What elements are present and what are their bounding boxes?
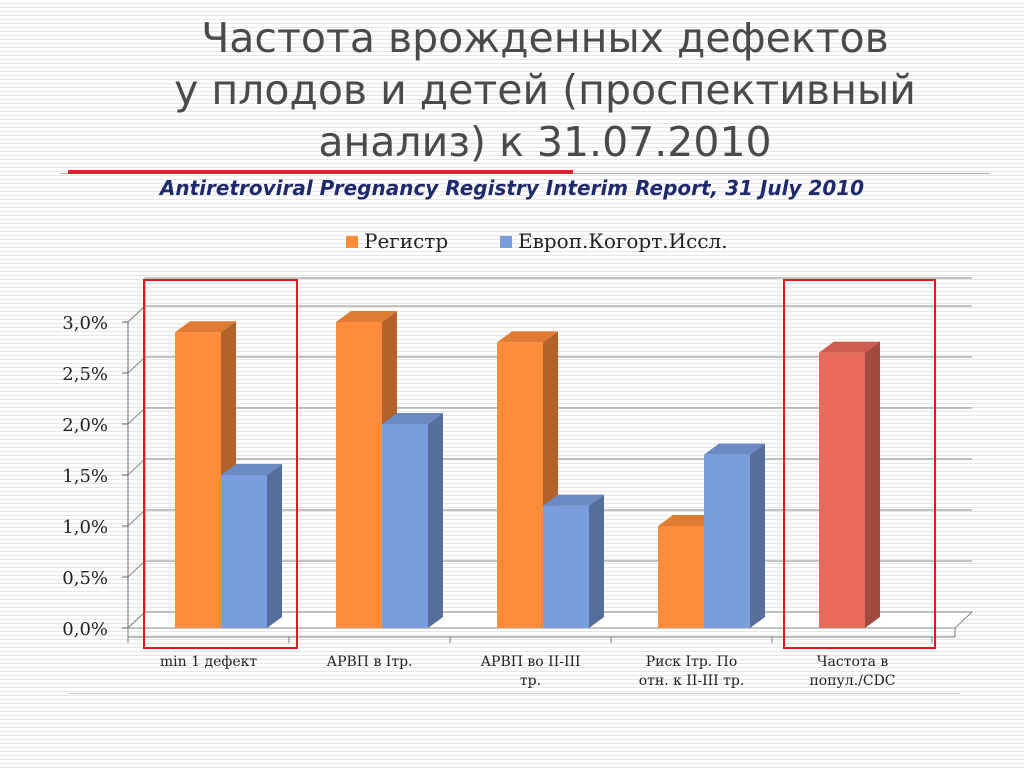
bar-1-cat-2-top — [336, 311, 397, 322]
y-tick-label: 2,5% — [62, 364, 108, 385]
y-tick-label: 2,0% — [62, 415, 108, 436]
bar-1-cat-3-top — [497, 331, 558, 343]
gridline-diagonal — [127, 407, 146, 425]
x-category-label: АРВП в Iтр. — [327, 654, 413, 670]
bar-1-cat-1 — [175, 332, 221, 628]
bar-2-cat-4-top — [704, 443, 765, 455]
bar-2-cat-1-top — [221, 464, 282, 475]
x-category-label: тр. — [520, 673, 541, 689]
slide-title-line-3: анализ) к 31.07.2010 — [318, 118, 772, 166]
bottom-divider — [68, 693, 960, 694]
y-tick-label: 1,0% — [62, 517, 108, 538]
slide-subtitle: Antiretroviral Pregnancy Registry Interi… — [159, 176, 865, 200]
legend-label-1: Регистр — [364, 229, 448, 253]
slide-title: Частота врожденных дефектов у плодов и д… — [130, 12, 960, 168]
gridline-diagonal — [127, 356, 146, 374]
x-category-label: Риск Iтр. По — [646, 654, 738, 670]
highlight-box — [783, 279, 936, 649]
gridline-diagonal — [127, 458, 146, 476]
bar-extra-cat-5-side — [865, 341, 880, 628]
legend-label-2: Европ.Когорт.Иссл. — [518, 229, 728, 253]
bar-2-cat-2 — [382, 424, 428, 628]
x-category-label: АРВП во II-III — [480, 654, 580, 670]
bar-1-cat-1-top — [175, 321, 236, 333]
bar-2-cat-1-side — [267, 464, 282, 628]
bar-extra-cat-5 — [819, 352, 865, 628]
highlight-box — [143, 279, 298, 649]
bar-1-cat-4 — [658, 526, 704, 628]
bar-2-cat-3-top — [543, 494, 604, 506]
y-tick-label: 3,0% — [62, 313, 108, 334]
bar-2-cat-2-top — [382, 413, 443, 424]
bar-2-cat-2-side — [428, 413, 443, 628]
y-tick-label: 0,5% — [62, 568, 108, 589]
bar-1-cat-4-top — [658, 515, 719, 526]
gridline-diagonal — [127, 560, 146, 578]
bar-2-cat-3-side — [589, 494, 604, 628]
bar-extra-cat-5-top — [819, 341, 880, 353]
y-tick-label: 0,0% — [62, 619, 108, 640]
gridline-diagonal — [127, 509, 146, 527]
x-category-label: попул./CDC — [809, 673, 895, 689]
x-category-label: Частота в — [817, 654, 889, 670]
legend-swatch-2 — [500, 236, 512, 248]
bar-2-cat-1 — [221, 475, 267, 628]
bar-2-cat-4-side — [750, 443, 765, 628]
x-category-label: min 1 дефект — [160, 654, 257, 670]
y-tick-label: 1,5% — [62, 466, 108, 487]
bar-2-cat-3 — [543, 505, 589, 628]
legend-swatch-1 — [346, 236, 358, 248]
gridline-diagonal — [127, 305, 146, 323]
slide-title-line-2: у плодов и детей (проспективный — [174, 66, 916, 114]
title-accent-bar — [68, 170, 573, 174]
bar-1-cat-3 — [497, 342, 543, 628]
x-category-label: отн. к II-III тр. — [639, 673, 745, 689]
slide-title-line-1: Частота врожденных дефектов — [201, 14, 889, 62]
bar-2-cat-4 — [704, 454, 750, 628]
bar-1-cat-2 — [336, 322, 382, 628]
